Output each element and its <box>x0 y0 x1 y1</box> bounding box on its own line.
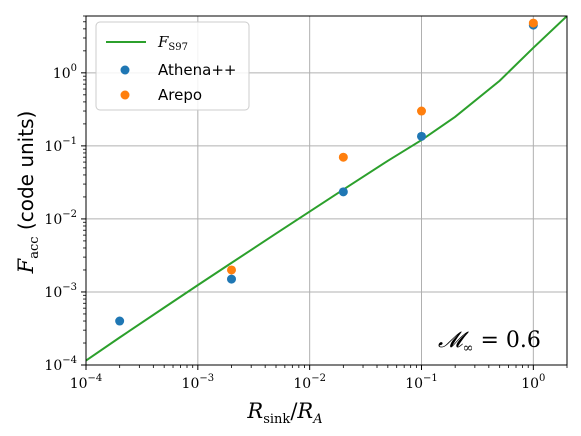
y-tick-label: 10−2 <box>44 209 77 228</box>
x-tick-label: 100 <box>521 373 545 392</box>
plot-frame <box>85 15 568 366</box>
athena-point <box>226 274 236 284</box>
y-axis-title: Facc (code units) <box>14 111 42 275</box>
axis-ticks <box>81 15 568 370</box>
legend-label-fs97: FS97 <box>157 33 188 53</box>
arepo-point <box>338 152 348 162</box>
y-tick-label: 10−4 <box>44 355 77 374</box>
legend-label-athena: Athena++ <box>158 61 236 79</box>
tick-labels: 10−4 10−3 10−2 10−1 100 10−4 10−3 10−2 10−1 100 <box>44 63 545 392</box>
fs97-line <box>86 16 567 362</box>
athena-point <box>417 131 427 141</box>
x-tick-label: 10−1 <box>405 373 438 392</box>
arepo-point <box>417 106 427 116</box>
y-tick-label: 10−3 <box>44 282 77 301</box>
data-points <box>115 18 538 326</box>
x-tick-label: 10−3 <box>182 373 215 392</box>
legend-arepo-marker <box>120 90 130 100</box>
mach-annotation: 𝓜∞ = 0.6 <box>438 328 541 356</box>
arepo-point <box>528 18 538 28</box>
legend-label-arepo: Arepo <box>158 86 202 104</box>
legend: FS97 Athena++ Arepo <box>95 21 250 111</box>
y-tick-label: 100 <box>53 63 77 82</box>
fit-line-series <box>86 16 567 362</box>
arepo-point <box>226 265 236 275</box>
athena-point <box>115 316 125 326</box>
x-tick-label: 10−2 <box>293 373 326 392</box>
athena-point <box>338 187 348 197</box>
legend-box <box>95 21 250 111</box>
x-axis-title: Rsink/RA <box>246 399 322 427</box>
y-tick-label: 10−1 <box>44 136 77 155</box>
legend-athena-marker <box>120 65 130 75</box>
x-tick-label: 10−4 <box>70 373 103 392</box>
